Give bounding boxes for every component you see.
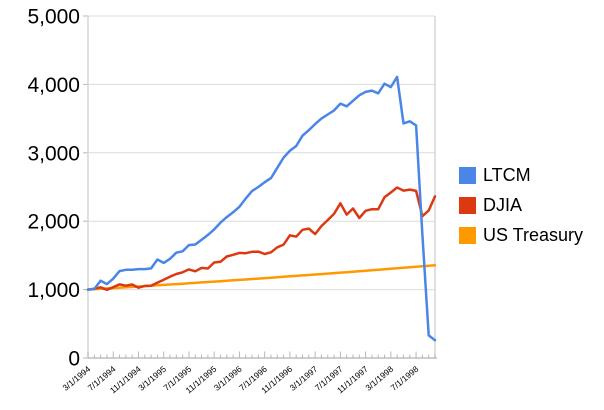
svg-text:7/1/1998: 7/1/1998 [389, 364, 421, 393]
legend-item-ltcm: LTCM [459, 165, 583, 185]
legend-label-us-treasury: US Treasury [483, 225, 584, 245]
legend-label-ltcm: LTCM [483, 165, 531, 185]
legend-swatch-djia [459, 197, 476, 214]
svg-text:0: 0 [68, 348, 80, 371]
legend-swatch-ltcm [459, 167, 476, 184]
series-line-djia [86, 186, 437, 292]
svg-text:1,000: 1,000 [27, 279, 80, 302]
series-line-ltcm [86, 75, 437, 342]
svg-text:5,000: 5,000 [27, 6, 80, 29]
chart-legend: LTCM DJIA US Treasury [459, 165, 584, 257]
svg-text:4,000: 4,000 [27, 74, 80, 97]
legend-item-us-treasury: US Treasury [459, 225, 584, 245]
legend-swatch-us-treasury [459, 227, 476, 244]
svg-text:3,000: 3,000 [27, 142, 80, 165]
legend-item-djia: DJIA [459, 195, 583, 215]
legend-label-djia: DJIA [483, 195, 523, 215]
svg-text:2,000: 2,000 [27, 211, 80, 234]
